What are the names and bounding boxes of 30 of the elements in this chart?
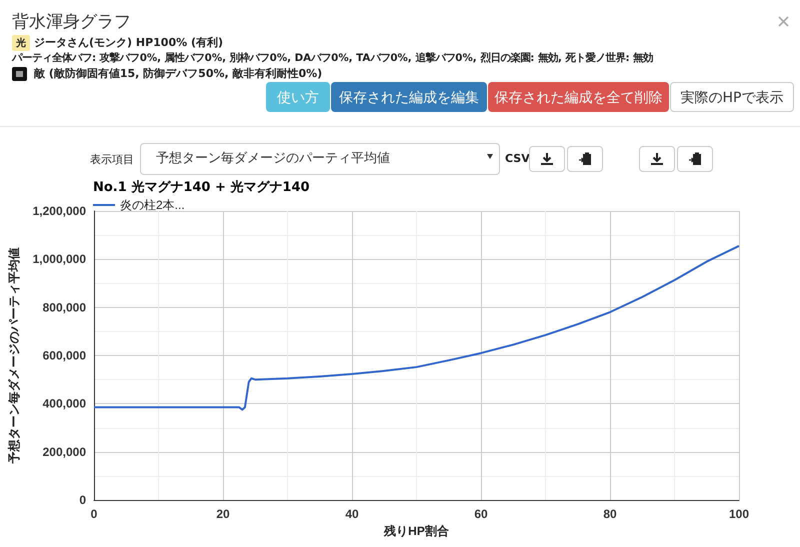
text: 敵 (敵防御固有値15, 防御デバフ50%, 敵非有利耐性0%) bbox=[34, 66, 322, 81]
y-tick-label: 800,000 bbox=[42, 300, 86, 314]
text: 使い方 bbox=[266, 82, 330, 112]
text: 表示項目 bbox=[90, 152, 134, 167]
text: パーティ全体バフ: 攻撃バフ0%, 属性バフ0%, 別枠バフ0%, DAバフ0%, TAバフ0%, 追撃バフ0%, 烈日の楽園: 無効, 死ト愛ノ世界: 無効 bbox=[12, 51, 654, 65]
x-axis-title: 残りHP割合 bbox=[383, 524, 450, 538]
x-tick-label: 100 bbox=[728, 507, 750, 521]
y-tick-label: 200,000 bbox=[42, 444, 86, 459]
x-tick-label: 80 bbox=[603, 507, 617, 521]
y-axis-title: 予想ターン毎ダメージのパーティ平均値 bbox=[7, 248, 21, 464]
text: 光 bbox=[12, 35, 30, 51]
y-tick-label: 1,200,000 bbox=[32, 204, 86, 218]
y-tick-label: 0 bbox=[79, 493, 86, 507]
text: 保存された編成を全て削除 bbox=[488, 82, 669, 112]
text: 背水渾身グラフ bbox=[12, 11, 131, 33]
chart-title: No.1 光マグナ140 + 光マグナ140 bbox=[93, 180, 310, 195]
text: CSV bbox=[505, 152, 530, 165]
text: 予想ターン毎ダメージのパーティ平均値 bbox=[140, 143, 500, 175]
line-series bbox=[93, 244, 740, 411]
legend-label: 炎の柱2本... bbox=[120, 198, 185, 212]
y-tick-label: 400,000 bbox=[42, 396, 86, 411]
x-tick-label: 60 bbox=[474, 507, 488, 521]
text: 保存された編成を編集 bbox=[331, 82, 487, 112]
y-tick-label: 1,000,000 bbox=[32, 252, 86, 266]
text: ジータさん(モンク) HP100% (有利) bbox=[34, 35, 224, 50]
x-tick-label: 0 bbox=[90, 507, 98, 521]
y-tick-label: 600,000 bbox=[42, 348, 86, 362]
text: 実際のHPで表示 bbox=[670, 82, 794, 112]
x-tick-label: 20 bbox=[216, 507, 230, 521]
x-tick-label: 40 bbox=[345, 507, 359, 521]
